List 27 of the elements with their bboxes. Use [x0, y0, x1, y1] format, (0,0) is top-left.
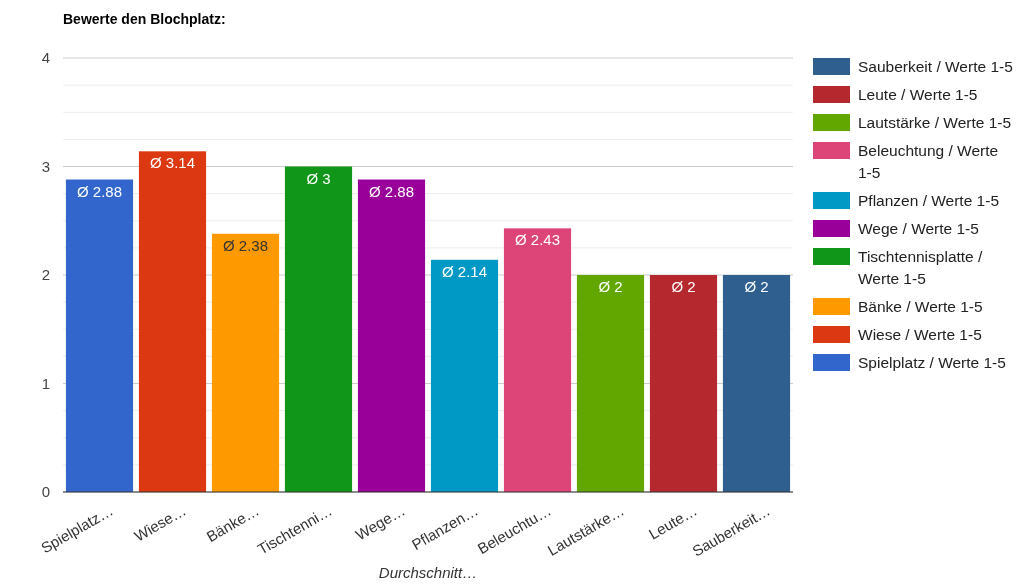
legend-label: Sauberkeit / Werte 1-5 — [858, 58, 1013, 75]
data-label: Ø 3 — [306, 169, 331, 187]
data-label: Ø 2 — [598, 278, 623, 295]
data-label: Ø 2.88 — [76, 182, 123, 200]
y-tick-label: 3 — [41, 157, 50, 175]
data-label: Ø 2.88 — [368, 182, 415, 200]
data-label: Ø 2.43 — [514, 231, 561, 249]
legend-label: Pflanzen / Werte 1-5 — [858, 192, 1000, 209]
legend-label: Bänke / Werte 1-5 — [858, 298, 983, 315]
x-axis-title: Durchschnitt… — [378, 564, 478, 581]
data-label: Ø 2 — [744, 278, 769, 295]
data-label: Ø 2.14 — [441, 262, 488, 280]
y-tick-label: 4 — [41, 49, 50, 67]
legend-label: Lautstärke / Werte 1-5 — [858, 114, 1012, 131]
legend-label: Tischtennisplatte / Werte 1-5 — [858, 248, 984, 287]
data-label: Ø 3.14 — [149, 154, 196, 172]
data-label: Ø 2 — [671, 278, 696, 295]
legend-label: Leute / Werte 1-5 — [858, 86, 978, 103]
legend-label: Beleuchtung / Werte 1-5 — [858, 142, 999, 181]
legend-label: Wiese / Werte 1-5 — [858, 326, 982, 343]
y-tick-label: 1 — [41, 374, 50, 392]
chart-title: Bewerte den Blochplatz: — [63, 11, 226, 27]
legend-label: Wege / Werte 1-5 — [858, 220, 979, 237]
legend-label: Spielplatz / Werte 1-5 — [858, 354, 1006, 371]
y-tick-label: 2 — [41, 266, 50, 284]
data-label: Ø 2.38 — [222, 236, 269, 254]
y-tick-label: 0 — [41, 483, 50, 501]
